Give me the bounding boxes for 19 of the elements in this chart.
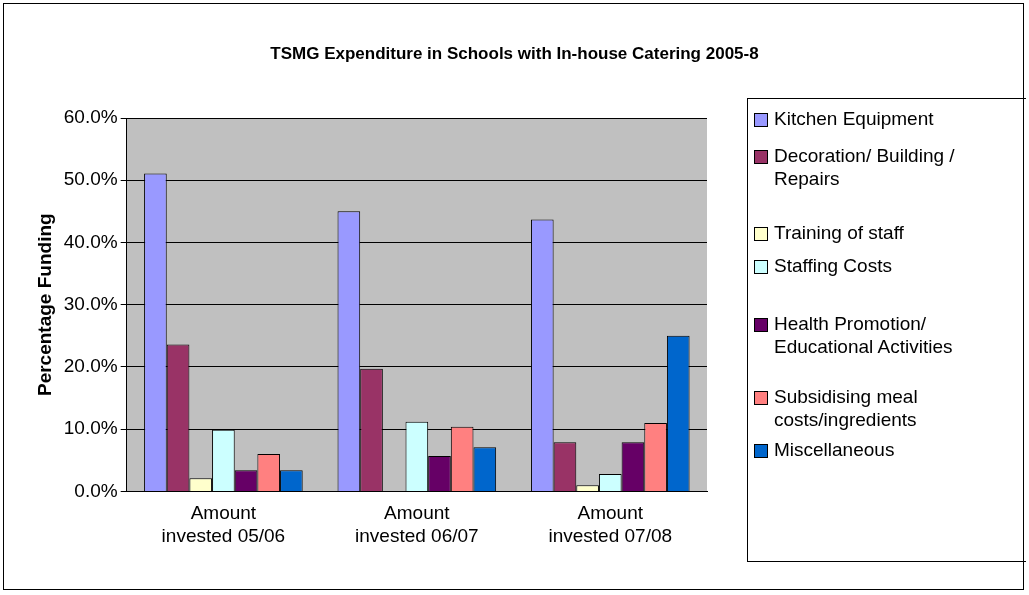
y-axis-title: Percentage Funding <box>33 213 55 397</box>
y-tick-label: 10.0% <box>63 417 118 439</box>
y-tick-label: 40.0% <box>63 230 118 252</box>
x-tick-label: Amount invested 06/07 <box>355 502 479 546</box>
legend-label: Staffing Costs <box>774 254 892 277</box>
legend-label: Miscellaneous <box>774 438 895 461</box>
legend-label: Training of staff <box>774 221 904 244</box>
y-tick-label: 20.0% <box>63 355 118 377</box>
x-tick-label: Amount invested 07/08 <box>548 502 673 546</box>
legend-label: Kitchen Equipment <box>774 107 934 130</box>
chart-title: TSMG Expenditure in Schools with In-house Catering 2005-8 <box>269 44 760 64</box>
legend-label: Decoration/ Building / Repairs <box>774 144 956 190</box>
y-tick-label: 50.0% <box>63 168 118 190</box>
y-tick-label: 0.0% <box>74 479 118 501</box>
legend-label: Subsidising meal costs/ingredients <box>774 385 919 431</box>
y-tick-label: 60.0% <box>63 106 118 128</box>
x-tick-label: Amount invested 05/06 <box>161 502 286 546</box>
legend-label: Health Promotion/ Educational Activities <box>774 312 954 358</box>
y-tick-label: 30.0% <box>63 292 118 314</box>
